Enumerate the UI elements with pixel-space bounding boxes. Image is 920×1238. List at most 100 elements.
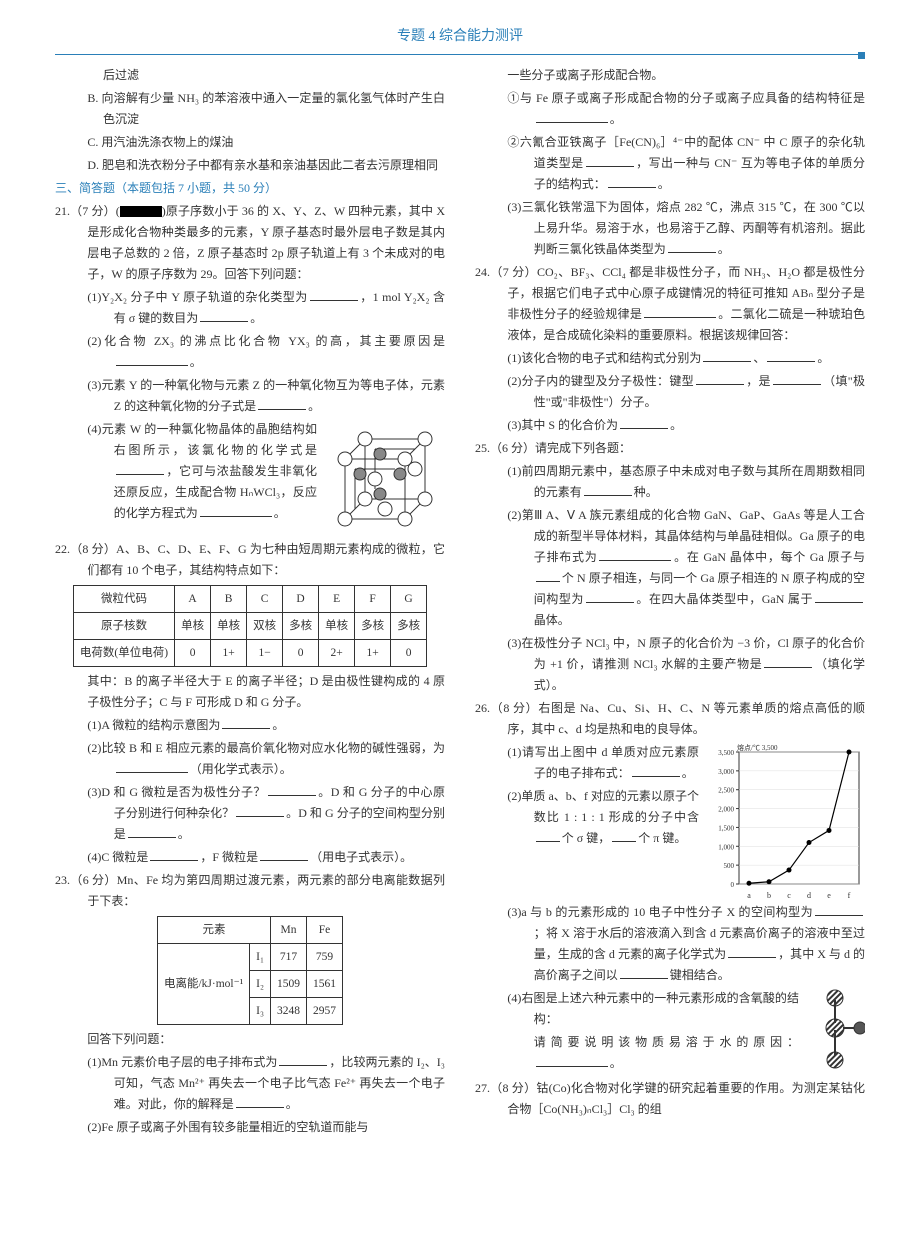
q25-s3: (3)在极性分子 NCl₃ 中，N 原子的化合价为 −3 价，Cl 原子的化合价… — [507, 633, 865, 696]
svg-text:a: a — [747, 891, 751, 900]
table-row: 电离能/kJ·mol⁻¹ I₁ 717 759 — [157, 944, 342, 971]
q27: 27.（8 分）钴(Co)化合物对化学键的研究起着重要的作用。为测定某钴化合物［… — [475, 1078, 865, 1120]
blank — [200, 310, 248, 322]
blank — [310, 289, 358, 301]
blank — [644, 306, 716, 318]
left-column: 后过滤 B. 向溶解有少量 NH₃ 的苯溶液中通入一定量的氯化氢气体时产生白色沉… — [55, 65, 445, 1141]
q21-head: 21.（7 分）( — [55, 204, 120, 218]
svg-text:3,500: 3,500 — [718, 749, 734, 757]
blank — [668, 241, 716, 253]
q21: 21.（7 分）()原子序数小于 36 的 X、Y、Z、W 四种元素，其中 X … — [55, 201, 445, 285]
svg-text:500: 500 — [724, 862, 735, 870]
blank — [620, 417, 668, 429]
blank — [632, 765, 680, 777]
blank — [696, 373, 744, 385]
q23-s2: (2)Fe 原子或离子外围有较多能量相近的空轨道而能与 — [87, 1117, 445, 1138]
blank — [128, 826, 176, 838]
blank — [764, 656, 812, 668]
q22-table: 微粒代码 A B C D E F G 原子核数 单核 单核 双核 多核 单核 多… — [73, 585, 427, 667]
blank — [608, 176, 656, 188]
blank — [599, 549, 671, 561]
table-row: 电荷数(单位电荷) 0 1+ 1− 0 2+ 1+ 0 — [73, 639, 426, 666]
blank — [728, 946, 776, 958]
q22: 22.（8 分）A、B、C、D、E、F、G 为七种由短周期元素构成的微粒，它们都… — [55, 539, 445, 581]
q23-after: 回答下列问题： — [55, 1029, 445, 1050]
q22-s1: (1)A 微粒的结构示意图为。 — [87, 715, 445, 736]
blank — [536, 570, 560, 582]
oxyacid-structure-diagram — [805, 988, 865, 1078]
blank — [586, 155, 634, 167]
table-row: 微粒代码 A B C D E F G — [73, 585, 426, 612]
q22-s3: (3)D 和 G 微粒是否为极性分子？。D 和 G 分子的中心原子分别进行何种杂… — [87, 782, 445, 845]
blank — [620, 967, 668, 979]
blank — [536, 111, 608, 123]
blank — [815, 904, 863, 916]
crystal-cell-diagram — [325, 419, 445, 539]
q26: 26.（8 分）右图是 Na、Cu、Si、H、C、N 等元素单质的熔点高低的顺序… — [475, 698, 865, 740]
svg-text:d: d — [807, 891, 811, 900]
q24-s2: (2)分子内的键型及分子极性：键型，是（填"极性"或"非极性"）分子。 — [507, 371, 865, 413]
redaction-box — [120, 206, 162, 217]
q23-s1: (1)Mn 元素价电子层的电子排布式为，比较两元素的 I₂、I₃ 可知，气态 M… — [87, 1052, 445, 1115]
q25-s2: (2)第Ⅲ A、Ⅴ A 族元素组成的化合物 GaN、GaP、GaAs 等是人工合… — [507, 505, 865, 631]
blank — [279, 1054, 327, 1066]
blank — [612, 830, 636, 842]
svg-text:1,000: 1,000 — [718, 843, 734, 851]
blank — [236, 1096, 284, 1108]
blank — [150, 849, 198, 861]
blank — [222, 717, 270, 729]
svg-text:0: 0 — [731, 881, 735, 889]
blank — [268, 784, 316, 796]
q24-s3: (3)其中 S 的化合价为。 — [507, 415, 865, 436]
blank — [767, 350, 815, 362]
blank — [703, 350, 751, 362]
choice-b: B. 向溶解有少量 NH₃ 的苯溶液中通入一定量的氯化氢气体时产生白色沉淀 — [71, 88, 445, 130]
q23-cont: 一些分子或离子形成配合物。 — [475, 65, 865, 86]
q21-s1: (1)Y₂X₂ 分子中 Y 原子轨道的杂化类型为，1 mol Y₂X₂ 含有 σ… — [87, 287, 445, 329]
q22-note: 其中：B 的离子半径大于 E 的离子半径；D 是由极性键构成的 4 原子极性分子… — [55, 671, 445, 713]
q24: 24.（7 分）CO₂、BF₃、CCl₄ 都是非极性分子，而 NH₃、H₂O 都… — [475, 262, 865, 346]
q25: 25.（6 分）请完成下列各题： — [475, 438, 865, 459]
page-header: 专题 4 综合能力测评 — [55, 25, 865, 54]
svg-text:3,000: 3,000 — [718, 767, 734, 775]
q23-c3: (3)三氯化铁常温下为固体，熔点 282 ℃，沸点 315 ℃，在 300 ℃以… — [507, 197, 865, 260]
section-3-title: 三、简答题（本题包括 7 小题，共 50 分） — [55, 178, 445, 199]
blank — [116, 354, 188, 366]
q23-table: 元素 Mn Fe 电离能/kJ·mol⁻¹ I₁ 717 759 I₂ 1509… — [157, 916, 343, 1026]
svg-text:熔点/℃ 3,500: 熔点/℃ 3,500 — [737, 743, 778, 752]
q21-s3: (3)元素 Y 的一种氧化物与元素 Z 的一种氧化物互为等电子体，元素 Z 的这… — [87, 375, 445, 417]
blank — [586, 591, 634, 603]
blank — [236, 805, 284, 817]
svg-text:c: c — [787, 891, 791, 900]
blank — [200, 505, 272, 517]
q26-s3: (3)a 与 b 的元素形成的 10 电子中性分子 X 的空间构型为；将 X 溶… — [507, 902, 865, 986]
table-row: 元素 Mn Fe — [157, 916, 342, 943]
q23-c1: ①与 Fe 原子或离子形成配合物的分子或离子应具备的结构特征是。 — [507, 88, 865, 130]
choice-continued: 后过滤 — [55, 65, 445, 86]
q23: 23.（6 分）Mn、Fe 均为第四周期过渡元素，两元素的部分电离能数据列于下表… — [55, 870, 445, 912]
q21-s2: (2)化合物 ZX₃ 的沸点比化合物 YX₃ 的高，其主要原因是。 — [87, 331, 445, 373]
page-header-container: 专题 4 综合能力测评 — [55, 25, 865, 55]
svg-text:2,000: 2,000 — [718, 805, 734, 813]
q22-s4: (4)C 微粒是，F 微粒是（用电子式表示）。 — [87, 847, 445, 868]
svg-text:2,500: 2,500 — [718, 786, 734, 794]
choice-d: D. 肥皂和洗衣粉分子中都有亲水基和亲油基因此二者去污原理相同 — [71, 155, 445, 176]
blank — [258, 398, 306, 410]
blank — [536, 1055, 608, 1067]
header-rule — [55, 54, 865, 55]
q23-c2: ②六氰合亚铁离子［Fe(CN)₆］⁴⁻中的配体 CN⁻ 中 C 原子的杂化轨道类… — [507, 132, 865, 195]
blank — [536, 830, 560, 842]
blank — [116, 761, 188, 773]
blank — [260, 849, 308, 861]
q21-s4-block: (4)元素 W 的一种氯化物晶体的晶胞结构如右图所示，该氯化物的化学式是，它可与… — [55, 419, 445, 539]
blank — [773, 373, 821, 385]
svg-text:f: f — [848, 891, 851, 900]
q22-s2: (2)比较 B 和 E 相应元素的最高价氧化物对应水化物的碱性强弱，为（用化学式… — [87, 738, 445, 780]
svg-text:1,500: 1,500 — [718, 824, 734, 832]
blank — [815, 591, 863, 603]
choice-c: C. 用汽油洗涤衣物上的煤油 — [71, 132, 445, 153]
right-column: 一些分子或离子形成配合物。 ①与 Fe 原子或离子形成配合物的分子或离子应具备的… — [475, 65, 865, 1141]
blank — [116, 463, 164, 475]
blank — [584, 484, 632, 496]
svg-text:e: e — [827, 891, 831, 900]
